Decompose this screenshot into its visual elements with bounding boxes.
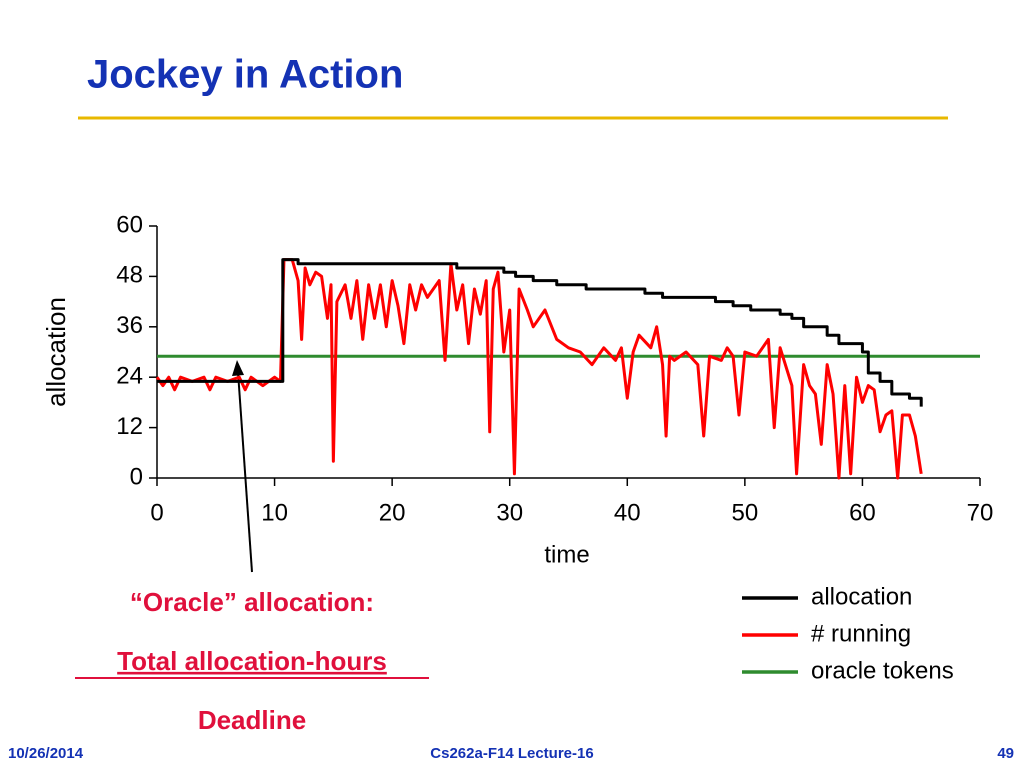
x-tick-label: 70: [967, 499, 994, 526]
x-tick-label: 60: [849, 499, 876, 526]
x-tick-label: 10: [261, 499, 288, 526]
note: Total allocation-hours: [117, 646, 387, 676]
series-line: [155, 258, 923, 480]
footer-page: 49: [997, 745, 1014, 762]
slide-title: Jockey in Action: [87, 53, 403, 97]
x-tick-label: 40: [614, 499, 641, 526]
y-tick-label: 48: [116, 262, 143, 289]
arrow: [237, 371, 253, 573]
arrow-head: [232, 360, 244, 376]
y-tick-label: 12: [116, 413, 143, 440]
y-tick-label: 60: [116, 211, 143, 238]
x-tick-label: 0: [150, 499, 163, 526]
footer-date: 10/26/2014: [8, 745, 84, 762]
footer-course: Cs262a-F14 Lecture-16: [430, 745, 593, 762]
legend-label: # running: [811, 620, 911, 647]
note: Deadline: [198, 705, 306, 735]
legend-label: oracle tokens: [811, 657, 954, 684]
legend-label: allocation: [811, 583, 912, 610]
x-tick-label: 20: [379, 499, 406, 526]
y-axis-label: allocation: [41, 297, 71, 407]
y-tick-label: 36: [116, 312, 143, 339]
x-axis-label: time: [544, 541, 589, 568]
x-tick-label: 50: [732, 499, 759, 526]
series-line: [157, 258, 923, 407]
note: “Oracle” allocation:: [130, 587, 374, 617]
y-tick-label: 0: [130, 463, 143, 490]
y-tick-label: 24: [116, 363, 143, 390]
x-tick-label: 30: [496, 499, 523, 526]
